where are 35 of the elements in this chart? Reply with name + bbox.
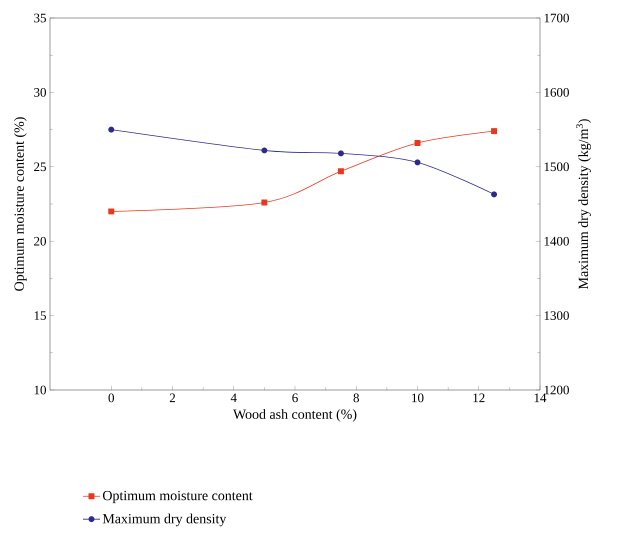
x-tick-label: 6 <box>292 394 298 402</box>
point <box>108 126 114 133</box>
legend-label: Maximum dry density <box>102 514 226 526</box>
y2-axis-title: Maximum dry density (kg/m$^{3}$) <box>576 119 591 289</box>
y2-tick-label: 1300 <box>544 311 569 320</box>
point <box>338 168 344 174</box>
y-tick-label: 15 <box>34 311 46 320</box>
y2-tick-label: 1200 <box>544 386 569 394</box>
y-axis-title: Optimum moisture content (%) <box>14 117 27 291</box>
point <box>261 147 268 154</box>
point <box>491 128 498 134</box>
point <box>261 200 268 206</box>
y2-tick-label: 1600 <box>544 88 569 97</box>
point <box>108 208 114 214</box>
x-tick-label: 0 <box>108 394 114 402</box>
y2-tick-label: 1400 <box>544 236 569 246</box>
y-tick-label: 10 <box>34 386 46 394</box>
y2-tick-label: 1500 <box>544 162 569 172</box>
y-tick-label: 35 <box>34 14 46 22</box>
x-tick-label: 14 <box>534 394 546 402</box>
x-tick-label: 8 <box>354 394 359 402</box>
point <box>491 191 498 198</box>
x-tick-label: 10 <box>412 394 424 402</box>
point <box>414 140 420 146</box>
y-tick-label: 20 <box>34 236 46 246</box>
x-tick-label: 4 <box>230 394 237 402</box>
y-tick-label: 25 <box>34 162 46 172</box>
point <box>338 150 344 156</box>
y2-tick-label: 1700 <box>544 14 569 22</box>
x-tick-label: 12 <box>473 394 485 402</box>
y-tick-label: 30 <box>34 88 46 97</box>
legend-label: Optimum moisture content <box>102 490 253 504</box>
point <box>414 159 420 166</box>
x-axis-title: Wood ash content (%) <box>233 409 356 422</box>
x-tick-label: 2 <box>170 394 176 402</box>
